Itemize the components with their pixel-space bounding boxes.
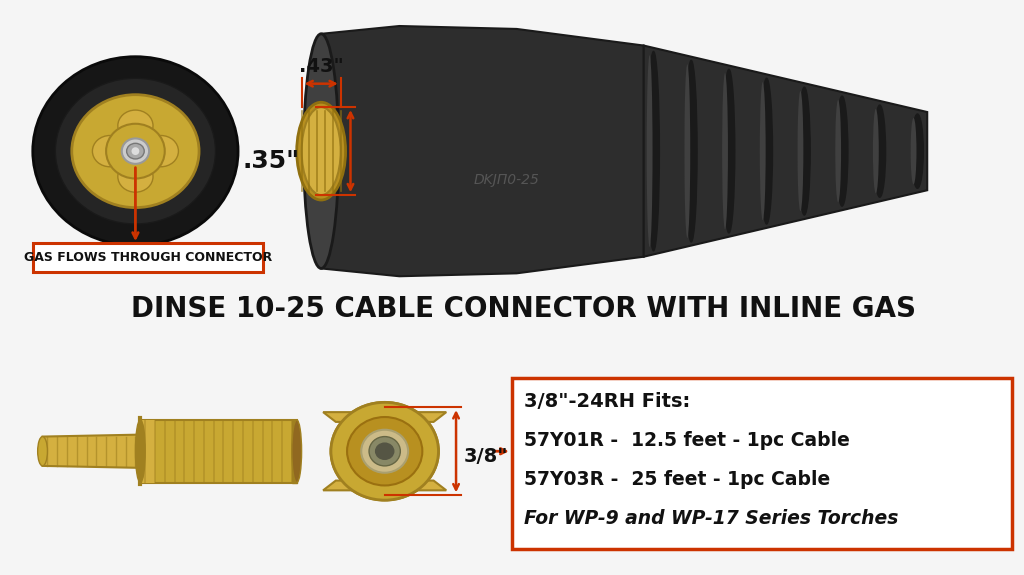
Ellipse shape <box>723 70 735 233</box>
Ellipse shape <box>118 110 153 141</box>
Polygon shape <box>43 435 140 468</box>
Text: 57Y01R -  12.5 feet - 1pc Cable: 57Y01R - 12.5 feet - 1pc Cable <box>523 431 849 450</box>
Ellipse shape <box>760 82 766 220</box>
Ellipse shape <box>292 420 302 482</box>
Ellipse shape <box>118 161 153 192</box>
Ellipse shape <box>647 55 652 247</box>
Ellipse shape <box>55 78 215 224</box>
Ellipse shape <box>38 436 47 466</box>
Ellipse shape <box>302 107 341 195</box>
Ellipse shape <box>722 73 728 229</box>
FancyBboxPatch shape <box>512 378 1013 549</box>
Text: 3/8": 3/8" <box>464 447 508 466</box>
Bar <box>292 420 297 484</box>
Ellipse shape <box>361 430 409 473</box>
Text: DKJП0-25: DKJП0-25 <box>474 174 540 187</box>
Ellipse shape <box>761 78 772 224</box>
Ellipse shape <box>92 136 128 167</box>
Polygon shape <box>644 45 927 256</box>
Text: DINSE 10-25 CABLE CONNECTOR WITH INLINE GAS: DINSE 10-25 CABLE CONNECTOR WITH INLINE … <box>131 296 916 324</box>
Text: .43": .43" <box>299 57 343 76</box>
Ellipse shape <box>297 102 345 200</box>
Text: .35": .35" <box>243 149 300 173</box>
Polygon shape <box>324 412 446 422</box>
Ellipse shape <box>106 124 165 178</box>
Ellipse shape <box>72 95 199 208</box>
Ellipse shape <box>131 147 139 155</box>
Ellipse shape <box>33 57 238 246</box>
Polygon shape <box>324 481 446 490</box>
Polygon shape <box>140 420 297 482</box>
Ellipse shape <box>143 136 178 167</box>
Ellipse shape <box>685 60 697 242</box>
Ellipse shape <box>369 436 400 466</box>
Text: For WP-9 and WP-17 Series Torches: For WP-9 and WP-17 Series Torches <box>523 509 898 528</box>
Ellipse shape <box>799 87 810 215</box>
Ellipse shape <box>331 402 438 500</box>
Polygon shape <box>322 26 644 276</box>
Ellipse shape <box>127 143 144 159</box>
Ellipse shape <box>135 420 145 482</box>
Ellipse shape <box>122 139 150 164</box>
Polygon shape <box>140 420 155 482</box>
Ellipse shape <box>872 109 879 193</box>
Ellipse shape <box>331 402 438 500</box>
Ellipse shape <box>837 96 848 206</box>
Text: GAS FLOWS THROUGH CONNECTOR: GAS FLOWS THROUGH CONNECTOR <box>24 251 272 264</box>
Ellipse shape <box>798 91 804 211</box>
Ellipse shape <box>375 442 394 460</box>
Ellipse shape <box>647 51 659 251</box>
Ellipse shape <box>910 118 916 185</box>
FancyBboxPatch shape <box>33 243 263 273</box>
Ellipse shape <box>684 64 690 238</box>
Text: 3/8"-24RH Fits:: 3/8"-24RH Fits: <box>523 392 690 411</box>
Ellipse shape <box>303 34 339 269</box>
Text: 57Y03R -  25 feet - 1pc Cable: 57Y03R - 25 feet - 1pc Cable <box>523 470 829 489</box>
Ellipse shape <box>347 417 422 485</box>
Ellipse shape <box>836 100 841 202</box>
Ellipse shape <box>873 105 886 197</box>
Ellipse shape <box>911 114 924 188</box>
